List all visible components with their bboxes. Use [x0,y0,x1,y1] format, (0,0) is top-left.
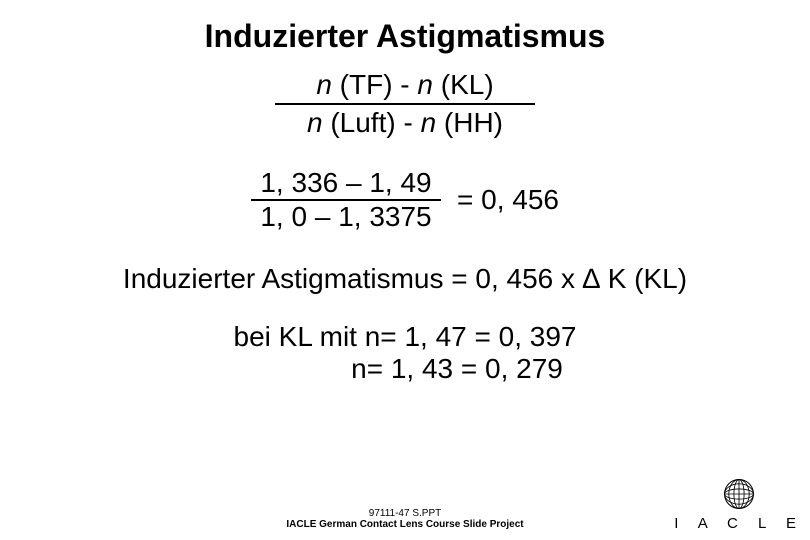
numeric-denominator: 1, 0 – 1, 3375 [254,201,437,233]
slide-title: Induzierter Astigmatismus [0,18,810,55]
numeric-equation-row: 1, 336 – 1, 49 1, 0 – 1, 3375 = 0, 456 [0,167,810,233]
var-n: n [307,107,323,138]
text: (HH) [436,107,503,138]
examples-block: bei KL mit n= 1, 47 = 0, 397 n= 1, 43 = … [0,321,810,385]
symbolic-fraction: n (TF) - n (KL) n (Luft) - n (HH) [275,69,535,139]
logo-text: I A C L E [674,515,804,532]
example-line-2: n= 1, 43 = 0, 279 [247,353,563,385]
text: (TF) - [332,69,418,100]
fraction-denominator: n (Luft) - n (HH) [299,105,511,139]
equals-result: = 0, 456 [457,184,559,216]
var-n: n [421,107,437,138]
numeric-fraction: 1, 336 – 1, 49 1, 0 – 1, 3375 [251,167,441,233]
result-formula: Induzierter Astigmatismus = 0, 456 x ∆ K… [0,263,810,295]
numeric-numerator: 1, 336 – 1, 49 [254,167,437,199]
var-n: n [316,69,332,100]
text: (KL) [433,69,494,100]
globe-icon [722,477,756,511]
slide-root: Induzierter Astigmatismus n (TF) - n (KL… [0,0,810,540]
logo-area: I A C L E [674,477,804,532]
fraction-numerator: n (TF) - n (KL) [308,69,501,103]
var-n: n [417,69,433,100]
example-line-1: bei KL mit n= 1, 47 = 0, 397 [234,321,577,353]
text: (Luft) - [323,107,421,138]
